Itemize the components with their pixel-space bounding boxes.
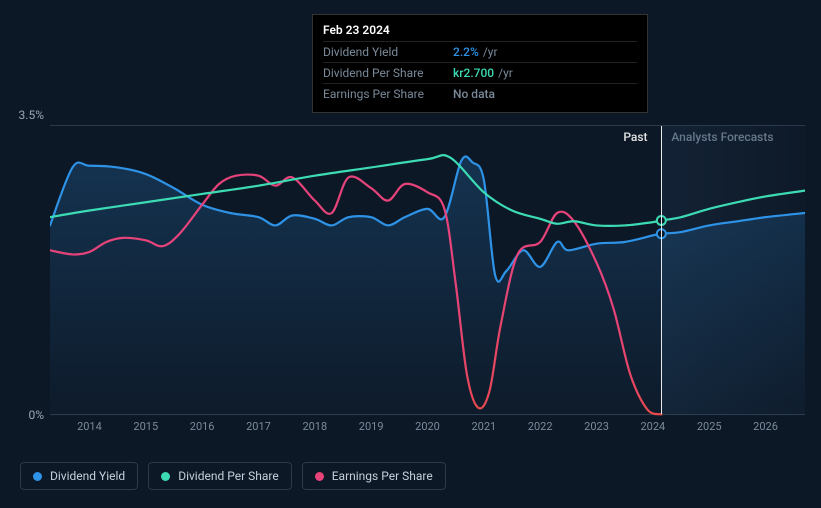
legend-label: Dividend Yield (50, 469, 125, 483)
legend-dot-icon (161, 472, 170, 481)
y-tick-min: 0% (14, 408, 44, 422)
x-tick: 2018 (302, 420, 327, 433)
x-tick: 2024 (640, 420, 665, 433)
tooltip-metric-label: Dividend Per Share (323, 66, 453, 80)
tooltip-metric-value: 2.2% (453, 45, 479, 59)
x-tick: 2021 (471, 420, 496, 433)
legend-dot-icon (33, 472, 42, 481)
plot-area[interactable] (50, 125, 805, 415)
x-tick: 2025 (697, 420, 722, 433)
x-tick: 2020 (415, 420, 440, 433)
x-tick: 2019 (359, 420, 384, 433)
x-tick: 2015 (133, 420, 158, 433)
legend-dot-icon (315, 472, 324, 481)
x-tick: 2017 (246, 420, 271, 433)
chart-tooltip: Feb 23 2024 Dividend Yield2.2%/yrDividen… (312, 14, 648, 113)
tooltip-row: Dividend Yield2.2% /yr (323, 41, 637, 62)
x-tick: 2023 (584, 420, 609, 433)
tooltip-metric-value: kr2.700 (453, 66, 494, 80)
tooltip-row: Dividend Per Sharekr2.700/yr (323, 62, 637, 83)
x-tick: 2026 (753, 420, 778, 433)
legend-label: Earnings Per Share (332, 469, 433, 483)
tooltip-row: Earnings Per ShareNo data (323, 83, 637, 104)
tooltip-date: Feb 23 2024 (323, 23, 637, 37)
legend: Dividend Yield Dividend Per Share Earnings… (20, 462, 446, 490)
x-tick: 2022 (528, 420, 553, 433)
x-tick: 2014 (77, 420, 102, 433)
legend-item-dividend-yield[interactable]: Dividend Yield (20, 462, 138, 490)
tooltip-metric-label: Dividend Yield (323, 45, 453, 59)
cursor-line (661, 126, 662, 414)
dividend_yield-area (50, 156, 805, 416)
tooltip-metric-label: Earnings Per Share (323, 87, 453, 101)
y-tick-max: 3.5% (14, 108, 44, 122)
tooltip-metric-unit: /yr (498, 66, 513, 80)
legend-label: Dividend Per Share (178, 469, 279, 483)
tooltip-metric-unit: /yr (483, 45, 498, 59)
tooltip-metric-value: No data (453, 87, 495, 101)
legend-item-dividend-per-share[interactable]: Dividend Per Share (148, 462, 292, 490)
x-tick: 2016 (190, 420, 215, 433)
legend-item-earnings-per-share[interactable]: Earnings Per Share (302, 462, 446, 490)
chart-container: 3.5% 0% Past Analysts Forecasts 20142015… (20, 110, 805, 440)
x-axis-ticks: 2014 2015 2016 2017 2018 2019 2020 2021 2022 2023… (50, 420, 805, 440)
